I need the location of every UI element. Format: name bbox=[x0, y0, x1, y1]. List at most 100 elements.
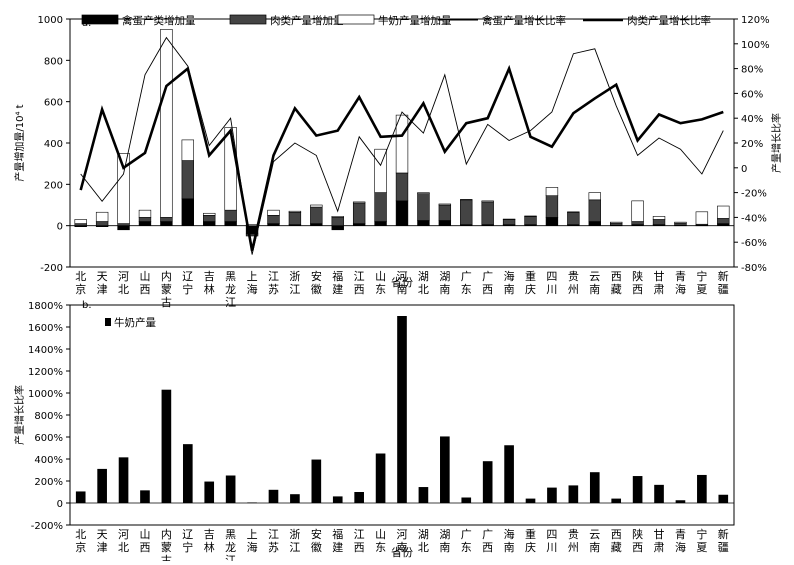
bar-a-s2-24 bbox=[588, 192, 601, 201]
panel-b-xtick-label: 吉 bbox=[204, 528, 215, 541]
bar-a-s2-6 bbox=[203, 212, 216, 216]
bar-b-15 bbox=[397, 316, 407, 503]
panel-a-xtick-label: 西 bbox=[632, 283, 643, 296]
bar-a-s0-17 bbox=[438, 220, 452, 226]
panel-b-xtick-label: 北 bbox=[75, 528, 86, 541]
panel-a-xtick-label: 广 bbox=[482, 270, 493, 283]
panel-b-xtick-label: 东 bbox=[375, 541, 386, 554]
panel-b-xtick-label: 川 bbox=[546, 541, 557, 554]
bar-a-s2-9 bbox=[267, 209, 280, 216]
panel-a-xtick-label: 江 bbox=[225, 296, 236, 309]
legend-label-b: 牛奶产量 bbox=[114, 316, 156, 329]
panel-b-xtick-label: 安 bbox=[311, 527, 322, 541]
bar-a-s0-11 bbox=[310, 223, 323, 226]
legend-swatch-a-1 bbox=[229, 14, 267, 25]
bar-b-22 bbox=[547, 487, 557, 503]
panel-a-xtick-label: 河 bbox=[118, 270, 129, 283]
bar-a-s2-15 bbox=[395, 114, 409, 174]
panel-b-xtick-label: 江 bbox=[268, 528, 279, 541]
bar-b-6 bbox=[204, 481, 215, 503]
bar-b-1 bbox=[97, 468, 107, 503]
bar-a-s1-12 bbox=[331, 217, 344, 226]
panel-a-xtick-label: 西 bbox=[482, 283, 493, 296]
panel-a-left-tick-label: 0 bbox=[57, 222, 63, 233]
panel-b-xtick-label: 四 bbox=[546, 528, 557, 541]
bar-a-s0-2 bbox=[117, 225, 130, 231]
panel-a-xtick-label: 藏 bbox=[611, 283, 622, 296]
bar-a-s0-22 bbox=[545, 217, 559, 226]
bar-a-s2-0 bbox=[74, 219, 87, 224]
panel-b-xtick-label: 湖 bbox=[439, 528, 450, 541]
bar-b-12 bbox=[332, 496, 343, 503]
panel-a-xtick-label: 四 bbox=[546, 270, 557, 283]
panel-b-ylabel: 产量增长比率 bbox=[13, 385, 26, 445]
panel-b-xtick-label: 广 bbox=[461, 528, 472, 541]
panel-a-xtick-label: 重 bbox=[525, 269, 536, 283]
bar-a-s1-16 bbox=[417, 193, 430, 221]
panel-a: a.-20002004006008001000-80%-60%-40%-20%0… bbox=[13, 14, 783, 309]
panel-a-xtick-label: 南 bbox=[504, 283, 515, 296]
bar-b-28 bbox=[675, 500, 686, 503]
panel-b-xtick-label: 内 bbox=[161, 527, 172, 541]
bar-a-s2-1 bbox=[95, 211, 109, 222]
panel-a-xtick-label: 京 bbox=[75, 282, 86, 296]
panel-a-xtick-label: 陕 bbox=[632, 269, 643, 283]
panel-b-xtick-label: 青 bbox=[675, 528, 686, 541]
panel-a-xtick-label: 徽 bbox=[311, 282, 322, 296]
bar-a-s0-14 bbox=[374, 221, 387, 226]
bar-a-s1-23 bbox=[567, 211, 580, 225]
panel-a-xtick-label: 庆 bbox=[525, 282, 536, 296]
panel-b-xtick-label: 江 bbox=[225, 554, 236, 561]
panel-b-xtick-label: 建 bbox=[332, 540, 343, 554]
bar-a-s1-25 bbox=[610, 222, 623, 226]
bar-a-s2-17 bbox=[438, 203, 452, 206]
panel-b-xtick-label: 湖 bbox=[418, 528, 429, 541]
panel-a-xtick-label: 北 bbox=[75, 270, 86, 283]
panel-b-xtick-label: 黑 bbox=[225, 528, 236, 541]
panel-a-xtick-label: 山 bbox=[375, 270, 386, 283]
bar-a-s2-16 bbox=[417, 192, 430, 194]
panel-a-xtick-label: 东 bbox=[461, 283, 472, 296]
panel-a-xtick-label: 湖 bbox=[439, 270, 450, 283]
panel-a-xtick-label: 云 bbox=[589, 270, 600, 283]
bar-a-s1-2 bbox=[117, 223, 130, 226]
panel-b-xtick-label: 山 bbox=[139, 528, 150, 541]
bar-a-s1-5 bbox=[181, 160, 194, 200]
legend-swatch-b bbox=[105, 318, 111, 326]
panel-a-xtick-label: 海 bbox=[504, 269, 515, 283]
panel-b-xtick-label: 林 bbox=[204, 540, 215, 554]
panel-b-tick-label: 1200% bbox=[28, 367, 63, 378]
panel-b-xtick-label: 贵 bbox=[568, 528, 579, 541]
panel-b-xtick-label: 东 bbox=[461, 541, 472, 554]
panel-a-xtick-label: 宁 bbox=[182, 282, 193, 296]
bar-a-s0-15 bbox=[395, 200, 409, 226]
panel-a-xtick-label: 北 bbox=[418, 283, 429, 296]
panel-b-xtick-label: 福 bbox=[332, 527, 343, 541]
panel-a-xtick-label: 肃 bbox=[654, 283, 665, 296]
bar-a-s1-1 bbox=[95, 221, 109, 226]
panel-b-xtick-label: 古 bbox=[161, 554, 172, 561]
bar-b-2 bbox=[118, 457, 129, 503]
bar-a-s1-3 bbox=[138, 217, 152, 222]
panel-a-xtick-label: 州 bbox=[568, 283, 579, 296]
bar-a-s0-3 bbox=[138, 221, 152, 226]
panel-b-xtick-label: 北 bbox=[118, 541, 129, 554]
panel-b-xtick-label: 江 bbox=[354, 528, 365, 541]
panel-a-right-tick-label: 120% bbox=[741, 15, 770, 26]
bar-a-s1-4 bbox=[160, 217, 173, 222]
panel-b-xtick-label: 藏 bbox=[611, 541, 622, 554]
panel-a-xtick-label: 安 bbox=[311, 269, 322, 283]
panel-b-xtick-label: 河 bbox=[118, 528, 129, 541]
panel-b-xtick-label: 海 bbox=[675, 540, 686, 554]
egg-growth-line bbox=[80, 36, 724, 255]
panel-a-xtick-label: 林 bbox=[204, 282, 215, 296]
panel-a-xtick-label: 建 bbox=[332, 282, 343, 296]
bar-a-s1-10 bbox=[288, 211, 302, 225]
bar-a-s2-23 bbox=[567, 211, 580, 213]
panel-a-xtick-label: 江 bbox=[289, 283, 300, 296]
panel-b-tick-label: 800% bbox=[34, 411, 63, 422]
bar-b-19 bbox=[482, 461, 493, 503]
bar-b-10 bbox=[290, 494, 300, 503]
bar-b-11 bbox=[311, 459, 322, 503]
legend-swatch-a-2 bbox=[337, 14, 375, 25]
